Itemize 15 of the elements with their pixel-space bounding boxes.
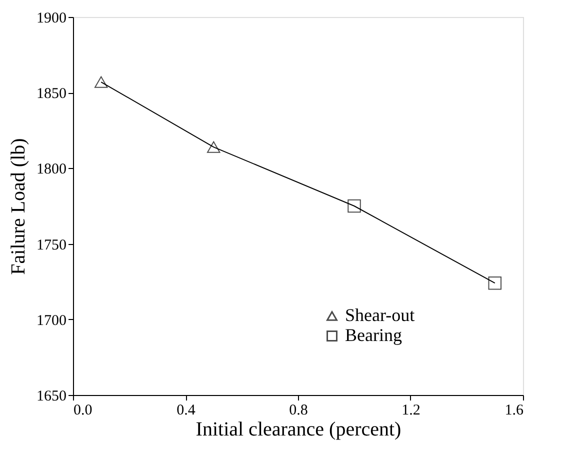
y-tick-label: 1800 (36, 162, 66, 178)
y-tick-label: 1750 (36, 237, 66, 254)
legend-label: Shear-out (345, 305, 415, 325)
x-axis-title: Initial clearance (percent) (196, 418, 402, 440)
x-tick-label: 0.0 (74, 402, 92, 418)
y-tick-label: 1900 (36, 10, 66, 26)
y-axis-title: Failure Load (lb) (8, 138, 30, 275)
y-tick-label: 1700 (36, 312, 66, 329)
x-tick-label: 1.2 (402, 402, 420, 418)
y-tick-label: 1850 (36, 86, 66, 102)
x-tick-label: 0.4 (176, 402, 196, 418)
x-tick-label: 1.6 (504, 402, 524, 418)
y-tick-label: 1650 (36, 388, 66, 404)
legend-label: Bearing (345, 325, 402, 345)
x-tick-label: 0.8 (289, 402, 308, 418)
